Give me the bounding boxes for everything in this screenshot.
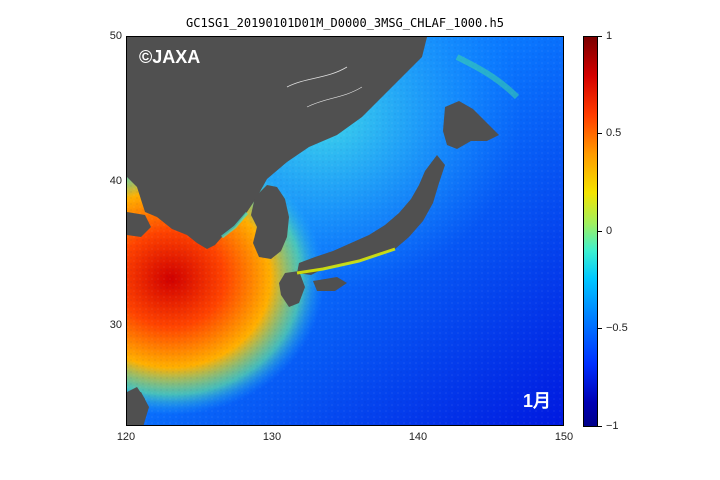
figure-title: GC1SG1_20190101D01M_D0000_3MSG_CHLAF_100… <box>186 16 504 30</box>
y-tick-label: 40 <box>109 175 122 187</box>
colorbar-tick <box>598 328 602 329</box>
colorbar-label: 0 <box>606 225 613 237</box>
colorbar-label: −1 <box>606 420 619 432</box>
map-canvas <box>127 37 563 425</box>
korea-landmass <box>251 185 289 259</box>
taiwan-landmass <box>127 387 145 425</box>
kyushu-landmass <box>279 271 305 307</box>
hokkaido-landmass <box>443 101 499 149</box>
honshu-landmass <box>297 155 445 275</box>
colorbar-label: −0.5 <box>606 322 628 334</box>
month-label: 1月 <box>522 391 551 411</box>
x-tick-label: 150 <box>554 431 574 443</box>
y-tick-label: 50 <box>109 30 122 42</box>
mainland-landmass <box>127 37 427 249</box>
colorbar-label: 1 <box>606 30 613 42</box>
x-tick-label: 130 <box>262 431 282 443</box>
x-tick-label: 140 <box>408 431 428 443</box>
colorbar <box>583 36 598 427</box>
colorbar-tick <box>598 36 602 37</box>
colorbar-tick <box>598 231 602 232</box>
shikoku-landmass <box>313 277 347 291</box>
colorbar-label: 0.5 <box>606 127 622 139</box>
y-tick-label: 30 <box>109 319 122 331</box>
chlorophyll-map: ©JAXA 1月 <box>126 36 564 426</box>
jaxa-watermark: ©JAXA <box>139 47 201 67</box>
x-tick-label: 120 <box>116 431 136 443</box>
colorbar-tick <box>598 133 602 134</box>
colorbar-tick <box>598 426 602 427</box>
